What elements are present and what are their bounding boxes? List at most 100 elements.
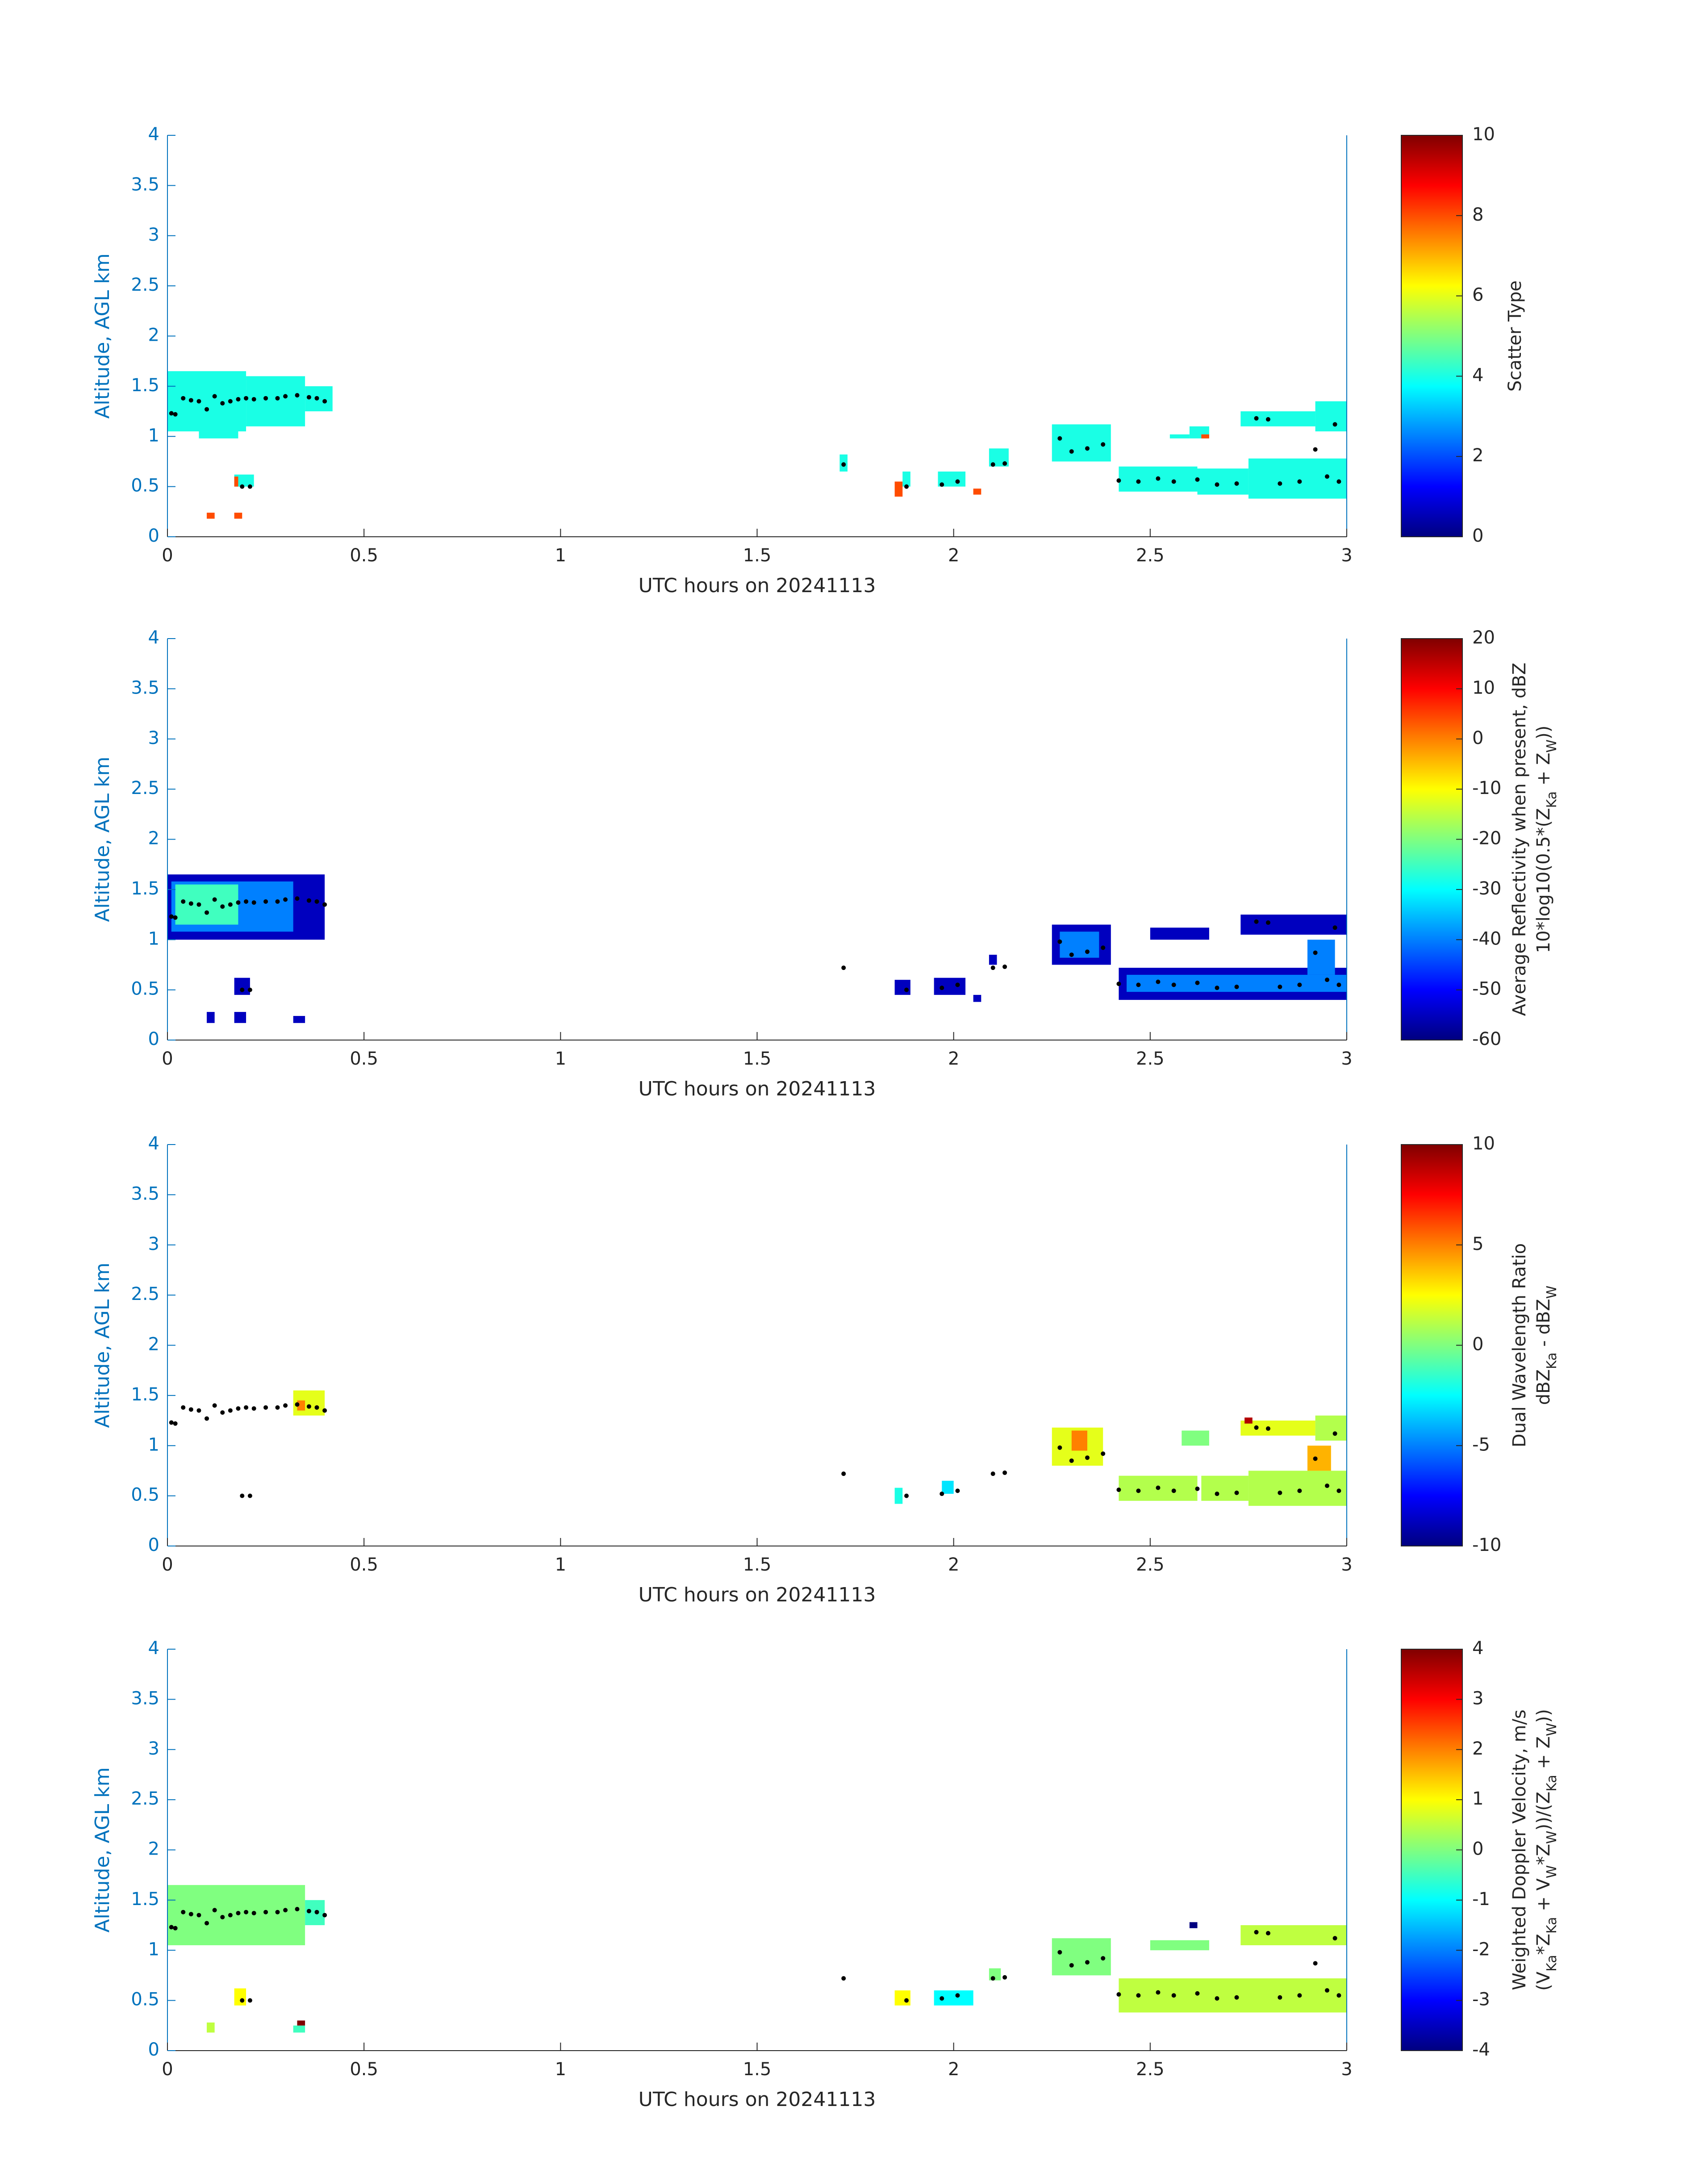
point <box>314 1405 319 1410</box>
point <box>841 1471 846 1476</box>
x-tick-label: 2.5 <box>1136 1554 1165 1575</box>
point <box>1332 1936 1337 1941</box>
x-tick-label: 0.5 <box>350 1049 378 1069</box>
point <box>1101 442 1106 447</box>
colorbar-tick-label: 1 <box>1472 1788 1483 1809</box>
colorbar-label-part: W <box>1544 1286 1560 1299</box>
heatmap-cell <box>1060 932 1099 958</box>
heatmap-cell <box>1201 1475 1249 1501</box>
colorbar-tick-label: 8 <box>1472 205 1483 225</box>
point <box>1156 476 1161 481</box>
point <box>1332 1431 1337 1436</box>
point <box>1254 1930 1259 1935</box>
colorbar-tick-label: 20 <box>1472 627 1495 648</box>
point <box>1136 1488 1141 1493</box>
point <box>1336 1488 1341 1493</box>
heatmap-cell <box>234 476 238 487</box>
x-tick-label: 0 <box>162 2059 173 2080</box>
point <box>1085 446 1090 451</box>
point <box>220 904 225 909</box>
y-tick-label: 1.5 <box>131 1384 159 1405</box>
point <box>181 899 186 904</box>
heatmap-cell <box>167 371 246 432</box>
point <box>1171 1993 1176 1998</box>
point <box>251 1911 256 1916</box>
point <box>1324 1483 1329 1488</box>
point <box>251 397 256 402</box>
point <box>1057 1950 1062 1955</box>
heatmap-cell <box>1244 1417 1253 1424</box>
point <box>169 914 174 919</box>
point <box>173 1926 178 1930</box>
y-tick-label: 3.5 <box>131 1183 159 1204</box>
point <box>1215 482 1219 487</box>
heatmap-cell <box>246 376 305 426</box>
colorbar-tick-label: 0 <box>1472 1839 1483 1859</box>
point <box>283 1403 288 1408</box>
colorbar-label-part: W <box>1544 1723 1560 1736</box>
point <box>940 1492 944 1496</box>
point <box>841 462 846 467</box>
point <box>196 902 201 907</box>
point <box>1116 1488 1121 1492</box>
point <box>196 399 201 404</box>
colorbar-label-part: + Z <box>1533 1736 1554 1775</box>
y-axis-label: Altitude, AGL km <box>91 756 114 922</box>
point <box>990 462 995 467</box>
point <box>1069 1458 1074 1463</box>
point <box>1265 920 1270 925</box>
colorbar-tick-label: -30 <box>1472 878 1501 899</box>
heatmap-cell <box>1307 1446 1331 1471</box>
y-axis-label: Altitude, AGL km <box>91 1767 114 1932</box>
point <box>1313 1961 1318 1966</box>
colorbar-tick-label: 2 <box>1472 1738 1483 1759</box>
point <box>1136 1993 1141 1998</box>
point <box>306 1909 311 1914</box>
point <box>236 1911 241 1916</box>
colorbar-label-part: Ka <box>1544 791 1560 808</box>
colorbar-tick-label: -60 <box>1472 1029 1501 1049</box>
y-tick-label: 3 <box>148 1234 159 1254</box>
point <box>314 899 319 904</box>
point <box>251 900 256 905</box>
y-tick-label: 4 <box>148 1638 159 1659</box>
point <box>955 1993 960 1998</box>
colorbar-tick-label: 10 <box>1472 677 1495 698</box>
y-tick-label: 2 <box>148 1334 159 1355</box>
point <box>1195 1486 1200 1491</box>
point <box>1116 982 1121 986</box>
y-tick-label: 3.5 <box>131 677 159 698</box>
point <box>1156 1990 1161 1995</box>
point <box>251 1406 256 1411</box>
point <box>1116 1992 1121 1997</box>
heatmap-cell <box>297 2020 305 2026</box>
point <box>283 394 288 399</box>
heatmap-cell <box>1315 1415 1347 1441</box>
point <box>1215 1492 1219 1496</box>
heatmap-cell <box>934 978 966 995</box>
colorbar-tick-label: 10 <box>1472 1133 1495 1154</box>
colorbar-label-part: + V <box>1533 1878 1554 1917</box>
colorbar-label-part: Scatter Type <box>1505 280 1525 392</box>
point <box>955 1488 960 1493</box>
x-tick-label: 0 <box>162 1554 173 1575</box>
colorbar-label-part: + Z <box>1533 753 1554 791</box>
point <box>1156 979 1161 984</box>
point <box>322 902 327 907</box>
point <box>247 1998 252 2003</box>
x-tick-label: 0 <box>162 545 173 566</box>
point <box>1313 447 1318 452</box>
y-tick-label: 3 <box>148 728 159 748</box>
point <box>244 1405 249 1410</box>
x-tick-label: 3 <box>1341 1554 1352 1575</box>
colorbar-tick-label: -2 <box>1472 1939 1490 1960</box>
point <box>955 479 960 484</box>
point <box>220 1410 225 1415</box>
y-tick-label: 0 <box>148 1535 159 1555</box>
colorbar-label-part: )) <box>1533 1709 1554 1723</box>
point <box>228 902 233 907</box>
point <box>1278 984 1282 989</box>
point <box>1085 949 1090 954</box>
colorbar-label-part: W <box>1544 1830 1560 1844</box>
colorbar-label-part: Ka <box>1544 1917 1560 1934</box>
